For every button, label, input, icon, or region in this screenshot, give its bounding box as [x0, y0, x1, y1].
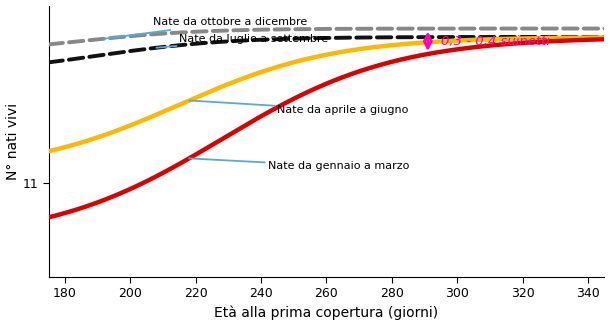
Text: Nate da gennaio a marzo: Nate da gennaio a marzo: [189, 158, 409, 171]
Text: Nate da aprile a giugno: Nate da aprile a giugno: [189, 100, 409, 115]
X-axis label: Età alla prima copertura (giorni): Età alla prima copertura (giorni): [214, 306, 439, 320]
Text: Nate da ottobre a dicembre: Nate da ottobre a dicembre: [104, 17, 307, 39]
Text: 0,3 - 0,4 suinetti: 0,3 - 0,4 suinetti: [441, 35, 550, 48]
Text: Nate da luglio a settembre: Nate da luglio a settembre: [156, 34, 328, 48]
Y-axis label: N° nati vivi: N° nati vivi: [5, 103, 20, 180]
